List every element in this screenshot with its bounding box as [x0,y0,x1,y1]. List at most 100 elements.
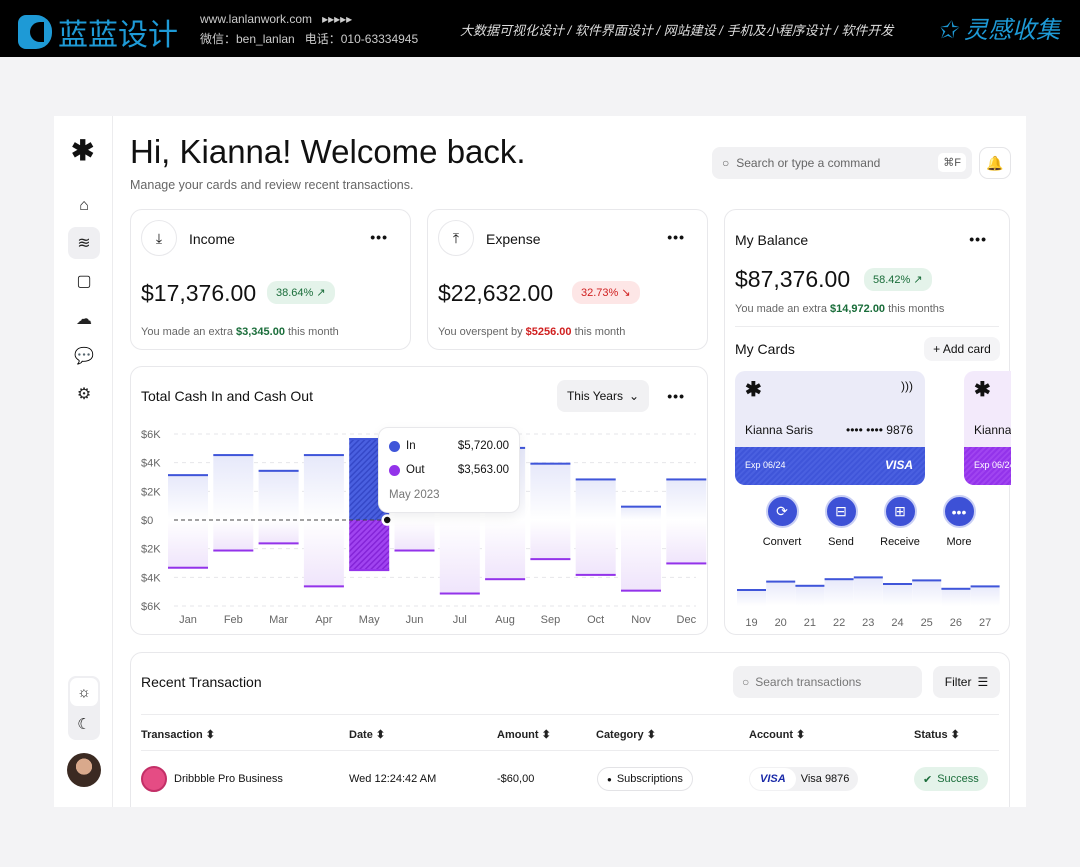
bar-out-Apr[interactable] [303,520,344,588]
column-header[interactable]: Date ⬍ [349,729,386,741]
theme-toggle[interactable]: ☼ ☾ [68,676,100,740]
mini-x-label: 20 [775,617,787,629]
tooltip-in-value: $5,720.00 [457,440,509,452]
x-tick-label: Nov [631,614,651,626]
moon-icon[interactable]: ☾ [77,716,91,733]
bar-in-Nov[interactable] [621,505,661,520]
column-header[interactable]: Category ⬍ [596,729,656,741]
filter-button[interactable]: Filter ☰ [933,666,1000,698]
bar-in-cap [168,474,208,477]
command-search-input[interactable]: ○ Search or type a command ⌘F [712,147,972,179]
bar-in-Oct[interactable] [575,478,616,520]
y-tick-label: $0 [141,515,153,527]
credit-card[interactable]: ✱ ))) Kianna Saris •••• •••• 9876 Exp 06… [735,371,925,485]
bar-in-Dec[interactable] [666,478,707,520]
cloud-upload-icon[interactable]: ☁ [76,311,92,328]
bar-out-cap [303,585,344,588]
column-header[interactable]: Amount ⬍ [497,729,551,741]
bell-icon[interactable]: 🔔 [979,147,1011,179]
more-icon: ••• [942,495,976,528]
bar-in-cap [349,438,390,441]
bar-out-cap [168,566,208,569]
action-label: Convert [762,536,802,548]
send-button[interactable]: ⊟ Send [811,495,871,548]
bar-in-cap [258,469,299,472]
mini-x-label: 26 [950,617,962,629]
sun-icon[interactable]: ☼ [70,678,98,706]
chat-icon[interactable]: 💬 [74,348,94,365]
bar-out-Nov[interactable] [621,520,661,592]
mini-bar [970,585,1000,606]
bar-in-Mar[interactable] [258,469,299,520]
bar-in-cap [303,454,344,457]
wechat: 微信：ben_lanlan [200,32,295,46]
add-card-button[interactable]: + Add card [924,337,1000,361]
transaction-amount: -$60,00 [497,773,535,785]
bar-out-Sep[interactable] [530,520,571,561]
bar-in-cap [530,462,571,465]
period-select[interactable]: This Years ⌄ [557,380,649,412]
receive-button[interactable]: ⊞ Receive [870,495,930,548]
x-tick-label: Sep [541,614,561,626]
folder-icon[interactable]: ▢ [76,273,92,290]
column-header[interactable]: Transaction ⬍ [141,729,216,741]
bar-out-Jan[interactable] [168,520,208,569]
shortcut-badge: ⌘F [938,153,966,172]
home-icon[interactable]: ⌂ [79,197,89,214]
page-subtitle: Manage your cards and review recent tran… [130,178,414,192]
mini-bar-cap [912,579,942,582]
card-expiry: Exp 06/24 [745,460,786,470]
convert-button[interactable]: ⟳ Convert [752,495,812,548]
convert-icon: ⟳ [765,495,799,528]
credit-card-2[interactable]: ✱ Kianna Exp 06/24 [964,371,1011,485]
my-cards-title: My Cards [735,341,795,357]
bar-in-Sep[interactable] [530,462,571,520]
bar-out-Mar[interactable] [258,520,299,545]
top-banner: 蓝蓝设计 www.lanlanwork.com ▸▸▸▸▸ 微信：ben_lanl… [0,0,1080,57]
bar-out-Jul[interactable] [439,520,480,595]
expense-amount: $22,632.00 [438,280,554,306]
more-icon[interactable]: ••• [370,229,388,245]
more-icon[interactable]: ••• [667,388,685,404]
more-icon[interactable]: ••• [969,231,987,247]
action-label: More [946,536,972,548]
layers-icon[interactable]: ≋ [68,227,100,259]
bar-out-Feb[interactable] [213,520,254,552]
column-header[interactable]: Account ⬍ [749,729,806,741]
right-brand-text: 灵感收集 [964,17,1060,44]
bar-out-cap [575,573,616,576]
gear-icon[interactable]: ⚙ [76,386,92,403]
note-text: this month [284,326,339,338]
note-value: $14,972.00 [830,303,886,315]
avatar[interactable] [67,753,101,787]
bar-out-Aug[interactable] [485,520,526,581]
mini-bar-cap [970,585,1000,588]
more-icon[interactable]: ••• [667,229,685,245]
brand-logo: 蓝蓝设计 [18,10,178,54]
mini-bar [941,587,971,606]
mini-x-label: 24 [891,617,903,629]
mini-bar [737,589,766,606]
bar-in-Feb[interactable] [213,454,254,520]
x-tick-label: Dec [677,614,697,626]
action-label: Receive [880,536,920,548]
column-header[interactable]: Status ⬍ [914,729,960,741]
mini-x-label: 19 [745,617,757,629]
bar-in-Apr[interactable] [303,454,344,520]
more-button[interactable]: ••• More [929,495,989,548]
bar-out-Oct[interactable] [575,520,616,576]
income-card: ⤓ Income ••• $17,376.00 38.64% ↗ You mad… [130,209,411,350]
upload-icon: ⤒ [438,220,474,256]
bar-out-Jun[interactable] [394,520,435,552]
account-label: Visa 9876 [800,773,850,785]
bar-in-cap [666,478,707,481]
expense-title: Expense [486,231,541,247]
bar-in-Jan[interactable] [168,474,208,520]
balance-amount: $87,376.00 [735,266,851,292]
balance-card: My Balance ••• $87,376.00 58.42% ↗ You m… [724,209,1011,635]
bar-out-May[interactable] [349,520,390,572]
transaction-name: Dribbble Pro Business [174,773,283,785]
cards-carousel[interactable]: ✱ ))) Kianna Saris •••• •••• 9876 Exp 06… [735,365,1011,490]
bar-out-Dec[interactable] [666,520,707,565]
transactions-search-input[interactable]: ○ Search transactions [733,666,922,698]
